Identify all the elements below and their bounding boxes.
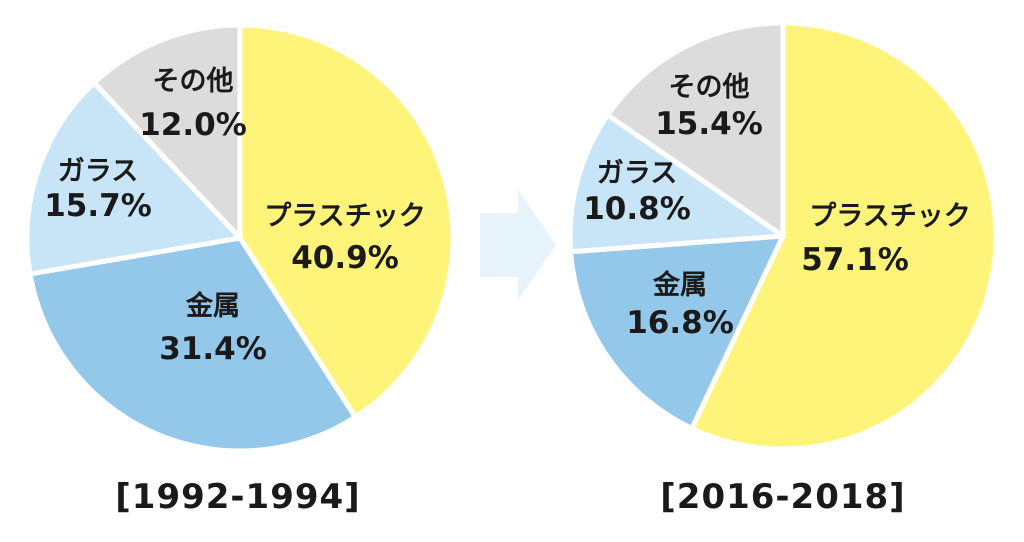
slice-value-other: 12.0%: [139, 107, 247, 143]
slice-name-metal: 金属: [185, 290, 240, 322]
slice-value-other: 15.4%: [655, 106, 763, 142]
period-label-left: [1992-1994]: [115, 477, 360, 517]
transition-arrow-icon: [480, 190, 556, 300]
slice-name-plastic: プラスチック: [809, 201, 970, 232]
pie-charts-group: プラスチック40.9%金属31.4%ガラス15.7%その他12.0%プラスチック…: [24, 20, 999, 454]
slice-name-glass: ガラス: [58, 156, 138, 187]
pie-slice-metal: [568, 233, 786, 431]
slice-value-glass: 15.7%: [44, 188, 152, 224]
slice-value-metal: 31.4%: [159, 331, 267, 367]
slice-name-plastic: プラスチック: [264, 201, 425, 232]
pie-slice-glass: [567, 112, 786, 255]
period-label-right: [2016-2018]: [660, 477, 905, 517]
slice-name-metal: 金属: [652, 269, 707, 301]
slice-value-plastic: 57.1%: [801, 242, 909, 278]
pie-slice-other: [91, 22, 243, 241]
slice-name-other: その他: [669, 72, 750, 103]
pie-slice-other: [605, 20, 786, 239]
pie-slice-metal: [27, 235, 358, 454]
slice-value-plastic: 40.9%: [291, 240, 399, 276]
slice-name-other: その他: [153, 66, 234, 97]
pie-slice-glass: [24, 80, 243, 277]
pie-slice-plastic: [689, 20, 999, 452]
slice-value-metal: 16.8%: [626, 305, 734, 341]
slice-value-glass: 10.8%: [583, 191, 691, 227]
slice-name-glass: ガラス: [597, 158, 677, 189]
